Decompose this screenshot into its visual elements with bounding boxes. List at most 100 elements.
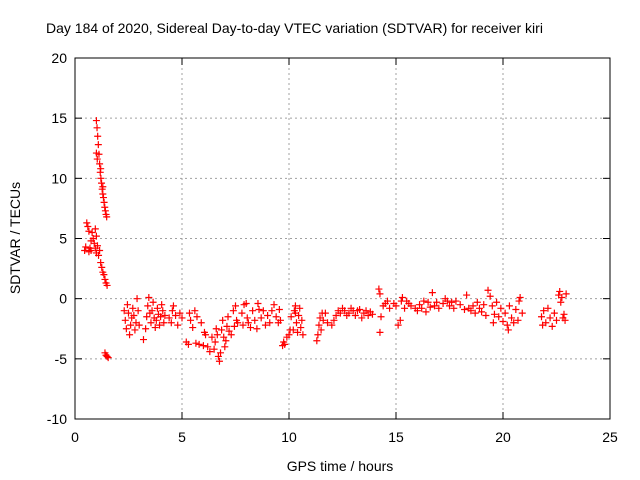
data-point (135, 321, 143, 329)
data-point (358, 314, 366, 322)
data-point (174, 321, 182, 329)
data-point (299, 331, 307, 339)
y-tick-label: -5 (55, 351, 68, 367)
data-point (376, 290, 384, 298)
data-point (291, 302, 299, 310)
data-point (259, 307, 267, 315)
data-point (499, 318, 507, 326)
x-tick-label: 20 (495, 429, 511, 445)
data-point (172, 312, 180, 320)
data-point (368, 310, 376, 318)
data-point (482, 312, 490, 320)
data-point (168, 307, 176, 315)
data-point (159, 307, 167, 315)
data-point (178, 314, 186, 322)
data-point (120, 307, 128, 315)
y-tick-label: 20 (51, 50, 67, 66)
data-point (515, 297, 523, 305)
data-point (98, 179, 106, 187)
data-point (486, 292, 494, 300)
data-point (147, 319, 155, 327)
data-point (139, 336, 147, 344)
data-point (488, 302, 496, 310)
data-point (413, 307, 421, 315)
data-point (294, 328, 302, 336)
data-point (234, 319, 242, 327)
data-point (239, 321, 247, 329)
data-point (219, 316, 227, 324)
y-axis-label: SDTVAR / TECUs (7, 182, 23, 294)
data-point (503, 321, 511, 329)
data-point (249, 307, 257, 315)
data-point (556, 287, 564, 295)
data-point (156, 321, 164, 329)
data-point (161, 312, 169, 320)
x-tick-label: 25 (602, 429, 618, 445)
data-point (197, 319, 205, 327)
data-point (191, 307, 199, 315)
data-point (92, 232, 100, 240)
data-point (83, 219, 91, 227)
data-point (103, 352, 111, 360)
data-point (332, 312, 340, 320)
data-point (255, 305, 263, 313)
data-point (364, 312, 372, 320)
data-point (508, 314, 516, 322)
data-point (100, 198, 108, 206)
data-point (99, 183, 107, 191)
data-point (148, 307, 156, 315)
data-point (450, 304, 458, 312)
data-point (208, 333, 216, 341)
data-point (169, 302, 177, 310)
x-axis-label: GPS time / hours (287, 458, 394, 474)
ticks (74, 57, 611, 420)
data-point (101, 275, 109, 283)
data-point (418, 304, 426, 312)
data-point (407, 302, 415, 310)
data-point (99, 190, 107, 198)
data-point (386, 304, 394, 312)
data-point (426, 303, 434, 311)
data-point (416, 301, 424, 309)
data-point (544, 304, 552, 312)
data-point (101, 207, 109, 215)
data-point (93, 155, 101, 163)
data-point (145, 293, 153, 301)
data-point (176, 309, 184, 317)
data-point (375, 285, 383, 293)
data-point (276, 316, 284, 324)
data-point (143, 313, 151, 321)
data-point (96, 160, 104, 168)
data-point (298, 316, 306, 324)
data-point (291, 309, 299, 317)
data-point (264, 312, 272, 320)
data-point (550, 309, 558, 317)
data-point (187, 316, 195, 324)
data-point (292, 319, 300, 327)
data-point (448, 298, 456, 306)
x-tick-label: 0 (71, 429, 79, 445)
data-point (193, 313, 201, 321)
data-point (121, 316, 129, 324)
data-point (257, 314, 265, 322)
data-point (501, 309, 509, 317)
data-point (93, 124, 101, 132)
data-point (401, 304, 409, 312)
data-point (297, 324, 305, 332)
y-tick-label: 10 (51, 170, 67, 186)
data-point (484, 286, 492, 294)
data-point (285, 331, 293, 339)
data-point (88, 228, 96, 236)
data-point (268, 307, 276, 315)
data-point (514, 316, 522, 324)
data-point (195, 340, 203, 348)
data-point (562, 290, 570, 298)
data-point (469, 302, 477, 310)
data-point (165, 314, 173, 322)
y-tick-label: -10 (47, 411, 67, 427)
data-point (467, 307, 475, 315)
data-point (396, 316, 404, 324)
data-point (266, 319, 274, 327)
data-point (542, 319, 550, 327)
data-point (281, 340, 289, 348)
